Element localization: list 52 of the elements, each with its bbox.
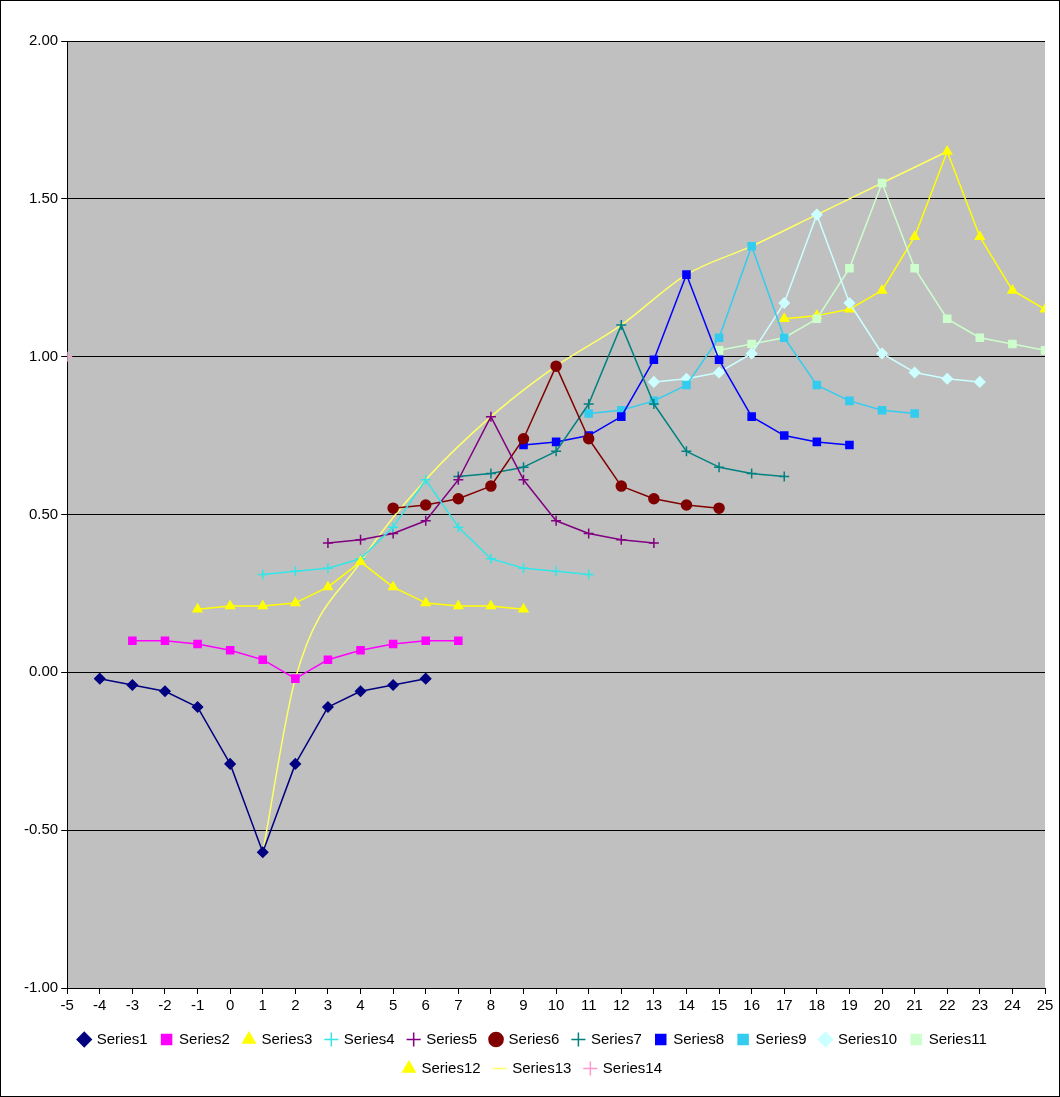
x-tick-label: 9 — [519, 996, 528, 1014]
x-tick-label: -2 — [158, 996, 172, 1014]
x-tick-label: 11 — [580, 996, 597, 1014]
legend-label: Series14 — [602, 1058, 663, 1076]
x-tick-label: 21 — [906, 996, 923, 1014]
y-tick-label: 1.00 — [28, 346, 59, 364]
legend-label: Series13 — [512, 1058, 572, 1076]
x-tick-label: 4 — [356, 996, 365, 1014]
legend-label: Series5 — [426, 1029, 478, 1047]
x-tick-label: 3 — [323, 996, 333, 1014]
x-tick-label: 20 — [873, 996, 891, 1014]
legend-label: Series8 — [673, 1029, 725, 1047]
y-tick-label: 1.50 — [28, 188, 59, 206]
x-tick-label: 2 — [291, 996, 300, 1014]
y-tick-label: -1.00 — [23, 978, 59, 996]
x-tick-label: 17 — [775, 996, 793, 1014]
x-tick-label: 23 — [971, 996, 989, 1014]
legend-label: Series4 — [343, 1029, 395, 1047]
x-tick-label: 6 — [421, 996, 430, 1014]
x-tick-label: -4 — [93, 996, 107, 1014]
legend-label: Series9 — [755, 1029, 807, 1047]
legend-label: Series1 — [96, 1029, 148, 1047]
x-tick-label: 15 — [710, 996, 728, 1014]
y-tick-label: 0.50 — [28, 504, 59, 522]
y-tick-label: 0.00 — [28, 662, 59, 680]
legend-label: Series11 — [928, 1029, 987, 1047]
x-tick-label: 19 — [841, 996, 858, 1014]
x-tick-label: -3 — [125, 996, 140, 1014]
y-tick-label: -0.50 — [23, 820, 59, 838]
legend-label: Series7 — [590, 1029, 642, 1047]
x-tick-label: -1 — [190, 996, 205, 1014]
legend-label: Series3 — [261, 1029, 313, 1047]
legend-label: Series12 — [421, 1058, 481, 1076]
x-tick-label: 16 — [743, 996, 760, 1014]
x-tick-label: -5 — [60, 996, 74, 1014]
x-tick-label: 22 — [938, 996, 956, 1014]
x-tick-label: 18 — [808, 996, 826, 1014]
x-tick-label: 1 — [258, 996, 267, 1014]
x-tick-label: 13 — [645, 996, 663, 1014]
y-tick-label: 2.00 — [28, 31, 59, 49]
x-tick-label: 12 — [612, 996, 630, 1014]
x-tick-label: 24 — [1004, 996, 1021, 1014]
x-tick-label: 10 — [547, 996, 565, 1014]
legend-label: Series2 — [179, 1029, 230, 1047]
x-tick-label: 7 — [454, 996, 463, 1014]
x-tick-label: 14 — [678, 996, 695, 1014]
x-tick-label: 25 — [1036, 996, 1054, 1014]
x-tick-label: 5 — [388, 996, 398, 1014]
x-tick-label: 8 — [486, 996, 496, 1014]
x-tick-label: 0 — [225, 996, 235, 1014]
legend-label: Series10 — [837, 1029, 898, 1047]
legend-label: Series6 — [508, 1029, 560, 1047]
